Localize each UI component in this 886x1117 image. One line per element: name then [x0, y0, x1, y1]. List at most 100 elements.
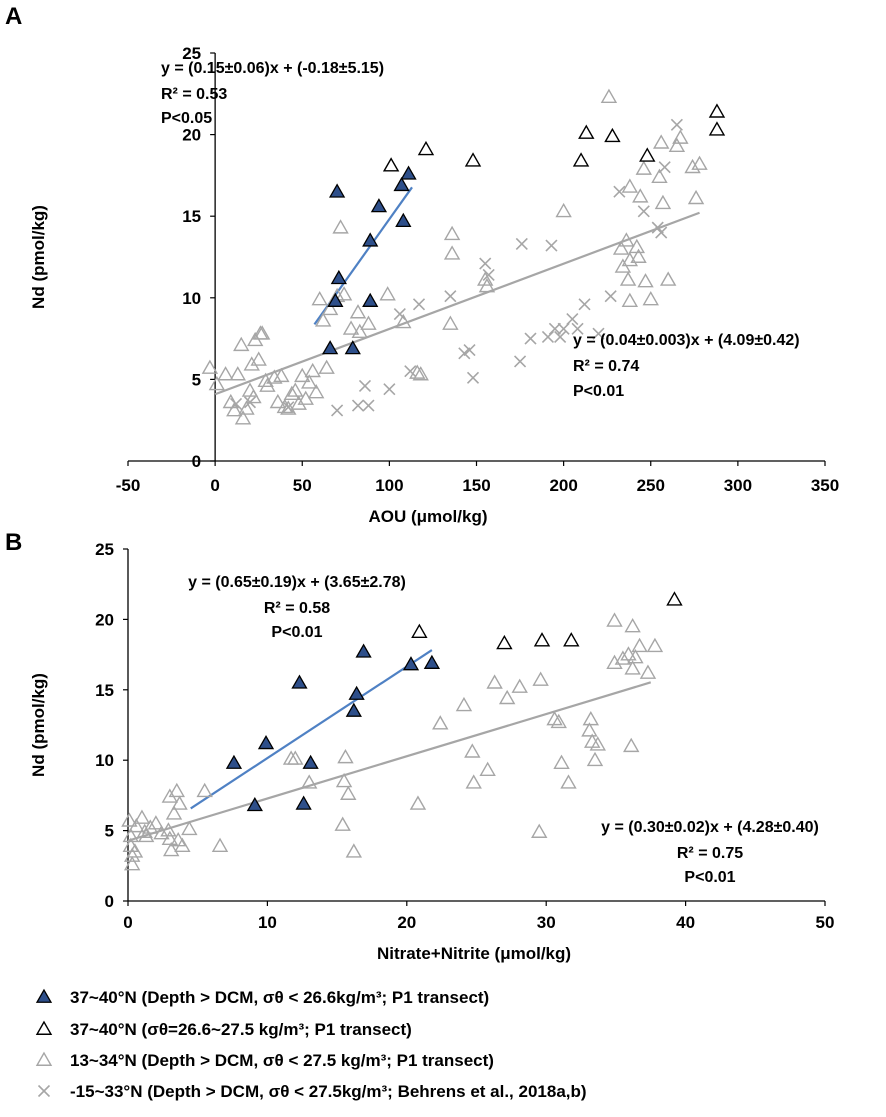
cross-gray-point — [578, 298, 591, 311]
open-triangle-gray-point — [340, 785, 357, 800]
cross-gray-point — [479, 257, 492, 270]
open-triangle-gray-point — [290, 395, 307, 410]
open-triangle-black-point — [464, 152, 482, 167]
open-triangle-gray-point — [632, 188, 649, 203]
fit-equation-text: y = (0.04±0.003)x + (4.09±0.42) — [573, 332, 800, 349]
open-triangle-gray-point — [464, 743, 481, 758]
fit-p-value-text: P<0.01 — [271, 624, 322, 641]
open-triangle-gray-point — [619, 271, 637, 286]
x-tick-label: 200 — [549, 476, 577, 495]
legend-label: -15~33°N (Depth > DCM, σθ < 27.5kg/m³; B… — [70, 1082, 587, 1101]
y-tick-label: 20 — [95, 610, 114, 629]
filled-triangle-point — [355, 643, 372, 658]
panel-a-points — [201, 88, 726, 425]
open-triangle-gray-point — [269, 393, 287, 409]
open-triangle-gray-point — [196, 782, 213, 798]
open-triangle-gray-point — [532, 671, 549, 686]
open-triangle-gray-point — [243, 356, 260, 371]
open-triangle-gray-point — [163, 841, 180, 857]
open-triangle-black-point — [382, 157, 400, 172]
open-triangle-gray-point — [208, 375, 226, 391]
filled-triangle-point — [330, 269, 347, 285]
open-triangle-gray-point — [266, 369, 283, 384]
filled-triangle-point — [225, 754, 243, 769]
cross-gray-point — [658, 161, 671, 174]
panel-a-y-axis-title: Nd (pmol/kg) — [29, 205, 48, 309]
panel-b-gray-fit-equation: y = (0.30±0.02)x + (4.28±0.40) R² = 0.75… — [601, 819, 819, 886]
open-triangle-gray-point — [133, 809, 151, 824]
gray-fit-line — [214, 211, 700, 396]
x-tick-label: 100 — [375, 476, 403, 495]
panel-a-gray-fit-equation: y = (0.04±0.003)x + (4.09±0.42) R² = 0.7… — [573, 332, 800, 400]
cross-gray-point — [243, 396, 257, 409]
x-tick-label: 150 — [462, 476, 490, 495]
cross-gray-point — [383, 383, 396, 396]
open-triangle-gray-point — [442, 315, 459, 330]
open-triangle-gray-point — [318, 359, 335, 374]
open-triangle-black-point — [572, 152, 590, 167]
fit-r-squared-text: R² = 0.58 — [264, 600, 330, 617]
filled-triangle-point — [302, 754, 319, 769]
cross-gray-point — [229, 397, 243, 410]
filled-triangle-point — [423, 654, 441, 669]
fit-p-value-text: P<0.05 — [161, 110, 212, 127]
open-triangle-gray-point — [161, 830, 179, 845]
open-triangle-gray-point — [245, 388, 262, 404]
open-triangle-gray-point — [233, 336, 250, 352]
open-triangle-gray-point — [412, 366, 429, 381]
open-triangle-gray-point — [253, 325, 271, 340]
open-triangle-gray-point — [201, 359, 219, 374]
open-triangle-gray-point — [122, 827, 139, 843]
open-triangle-gray-point — [171, 795, 188, 810]
open-triangle-gray-point — [217, 366, 234, 381]
open-triangle-gray-point — [137, 827, 155, 843]
filled-triangle-point — [295, 795, 312, 810]
filled-triangle-point — [370, 198, 388, 213]
legend-filled-triangle-marker — [35, 988, 53, 1003]
open-triangle-black-point — [639, 147, 656, 162]
cross-gray-point — [541, 330, 555, 344]
filled-triangle-point — [322, 340, 339, 355]
legend-open-triangle-gray-marker — [35, 1051, 53, 1066]
filled-triangle-point — [257, 734, 275, 750]
open-triangle-gray-point — [621, 178, 639, 193]
x-tick-label: 250 — [637, 476, 665, 495]
x-tick-label: 0 — [123, 913, 132, 932]
cross-gray-point — [351, 399, 365, 412]
filled-triangle-point — [348, 685, 365, 700]
cross-gray-point — [282, 401, 295, 414]
y-tick-label: 10 — [182, 289, 201, 308]
filled-triangle-point — [393, 176, 410, 192]
open-triangle-gray-point — [498, 689, 516, 705]
open-triangle-gray-point — [642, 291, 659, 306]
open-triangle-gray-point — [589, 736, 606, 751]
open-triangle-black-point — [496, 634, 513, 650]
open-triangle-gray-point — [334, 816, 351, 831]
open-triangle-gray-point — [687, 189, 705, 205]
open-triangle-gray-point — [165, 805, 183, 820]
filled-triangle-point — [291, 674, 308, 689]
cross-gray-point — [554, 330, 567, 344]
cross-gray-point — [545, 239, 558, 252]
open-triangle-gray-point — [659, 271, 677, 286]
cross-gray-point — [557, 322, 570, 335]
open-triangle-black-point — [666, 591, 683, 606]
open-triangle-gray-point — [304, 362, 321, 378]
open-triangle-gray-point — [273, 367, 290, 383]
cross-gray-point — [571, 322, 584, 335]
open-triangle-gray-point — [443, 245, 461, 260]
open-triangle-black-point — [578, 124, 595, 139]
y-tick-label: 25 — [95, 540, 114, 559]
panel-a-x-axis-title: AOU (μmol/kg) — [368, 507, 487, 526]
open-triangle-gray-point — [614, 650, 632, 665]
open-triangle-gray-point — [606, 612, 623, 627]
fit-p-value-text: P<0.01 — [684, 869, 735, 886]
cross-gray-point — [566, 312, 579, 326]
cross-gray-point — [524, 332, 537, 345]
open-triangle-gray-point — [123, 855, 141, 871]
open-triangle-gray-point — [646, 637, 664, 653]
open-triangle-gray-point — [600, 88, 618, 104]
open-triangle-gray-point — [550, 713, 567, 729]
open-triangle-gray-point — [586, 751, 604, 767]
